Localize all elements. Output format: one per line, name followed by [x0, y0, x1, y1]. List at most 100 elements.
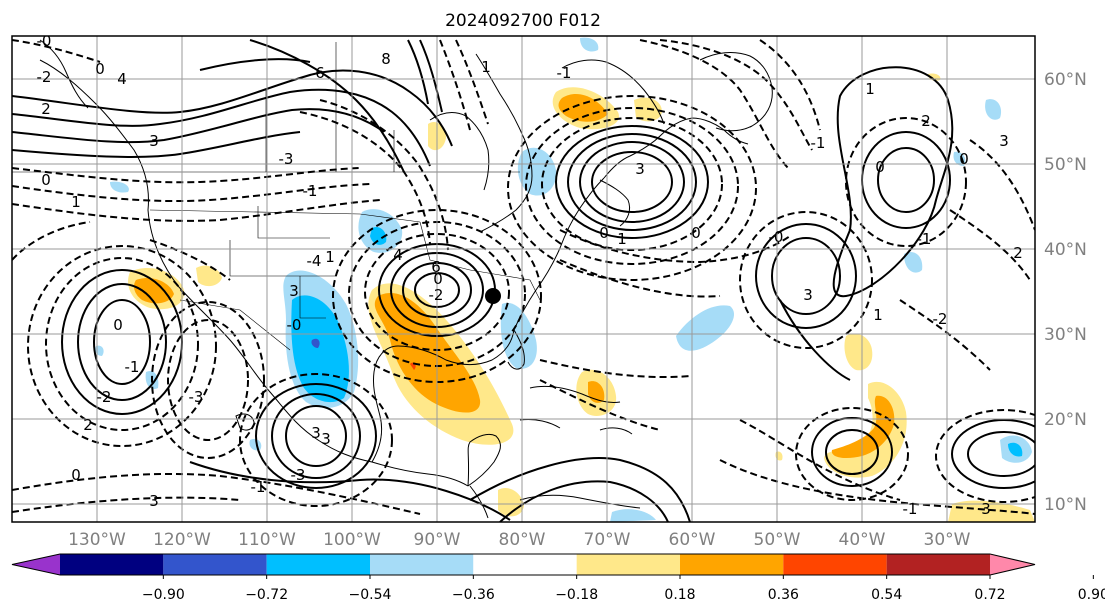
colorbar-tick-label: −0.72: [245, 587, 288, 603]
contour-label: -2: [37, 68, 52, 86]
colorbar-segment: [163, 554, 267, 575]
latitude-label: 60°N: [1044, 70, 1087, 90]
contour-label: 3: [635, 160, 645, 178]
contour-label: -1: [811, 134, 826, 152]
contour-label: 8: [381, 50, 391, 68]
colorbar-tick-label: −0.90: [142, 587, 185, 603]
longitude-label: 70°W: [584, 530, 631, 550]
contour-label: 0: [691, 224, 701, 242]
latitude-axis: 60°N 50°N 40°N 30°N 20°N 10°N: [1044, 70, 1087, 515]
fill-orange-westcoast: [134, 277, 174, 304]
longitude-label: 110°W: [238, 530, 296, 550]
fill-blue-e3: [1008, 442, 1023, 457]
fill-yellow-east1: [844, 333, 873, 371]
longitude-label: 100°W: [323, 530, 381, 550]
contour-label: -2: [933, 310, 948, 328]
longitude-label: 50°W: [754, 530, 801, 550]
contour-label: 3: [289, 282, 299, 300]
colorbar-segment: [680, 554, 784, 575]
latitude-label: 40°N: [1044, 240, 1087, 260]
latitude-label: 10°N: [1044, 495, 1087, 515]
colorbar-tick-label: 0.90: [1078, 587, 1105, 603]
contour-label: 1: [873, 306, 883, 324]
contour-label: 3: [803, 286, 813, 304]
latitude-label: 30°N: [1044, 325, 1087, 345]
latitude-label: 20°N: [1044, 410, 1087, 430]
contour-label: 2: [1013, 244, 1023, 262]
contour-label: -0: [769, 228, 784, 246]
contour-label: 6: [315, 64, 325, 82]
tropical-storm-marker: [485, 288, 501, 304]
contour-label: 1: [71, 193, 81, 211]
fill-midblue-mexico: [311, 338, 320, 348]
contour-label: -1: [125, 358, 140, 376]
longitude-label: 90°W: [414, 530, 461, 550]
colorbar-segment: [60, 554, 164, 575]
colorbar-segment: [886, 554, 990, 575]
contour-label: -3: [291, 466, 306, 484]
fill-yellow-south: [948, 500, 1035, 522]
fill-lightblue-s: [610, 509, 656, 522]
fill-lightblue-ne: [580, 37, 599, 52]
contour-label: -1: [557, 64, 572, 82]
colorbar-extend-high: [990, 554, 1035, 575]
fill-orange-east: [831, 395, 895, 458]
fill-lightblue-hudson: [517, 147, 557, 196]
contour-label: -2: [97, 388, 112, 406]
contour-label: 1: [617, 230, 627, 248]
contour-label: 0: [959, 150, 969, 168]
contour-label: -1: [903, 500, 918, 518]
contour-label: 0: [41, 171, 51, 189]
grid-lines: [12, 36, 1035, 522]
contour-label: 0: [599, 224, 609, 242]
longitude-label: 40°W: [839, 530, 886, 550]
contour-label: 3: [149, 492, 159, 510]
contour-label: -0: [287, 316, 302, 334]
contour-label: -0: [37, 32, 52, 50]
colorbar-tick-label: −0.18: [555, 587, 598, 603]
shaded-fields: [95, 37, 1035, 522]
colorbar-tick-label: 0.72: [974, 587, 1005, 603]
contour-label: 1: [481, 58, 491, 76]
contour-label: 3: [311, 424, 321, 442]
colorbar-segment: [266, 554, 370, 575]
contour-label: 3: [999, 132, 1009, 150]
contour-label: -1: [917, 230, 932, 248]
colorbar-tick-label: 0.18: [664, 587, 695, 603]
colorbar-segment: [370, 554, 474, 575]
contour-label: 2: [41, 100, 51, 118]
longitude-axis: 130°W 120°W 110°W 100°W 90°W 80°W 70°W 60°W 50°W…: [68, 530, 971, 550]
contour-label: 2: [83, 416, 93, 434]
fill-lightblue-na: [110, 181, 129, 193]
contour-label: 0: [875, 158, 885, 176]
map-title: 2024092700 F012: [445, 11, 601, 31]
coastlines: [39, 39, 773, 519]
longitude-label: 30°W: [924, 530, 971, 550]
contour-label: -1: [303, 182, 318, 200]
fill-lightblue-ne2: [985, 99, 1002, 120]
colorbar-tick-label: 0.54: [871, 587, 902, 603]
colorbar-segment: [473, 554, 577, 575]
latitude-label: 50°N: [1044, 155, 1087, 175]
contour-label: -4: [307, 252, 322, 270]
fill-orange-central: [374, 293, 481, 413]
contour-label: 0: [95, 60, 105, 78]
contour-label: 0: [113, 316, 123, 334]
contour-label: 4: [393, 246, 403, 264]
contour-label: 3: [981, 500, 991, 518]
contour-label: 3: [321, 430, 331, 448]
colorbar-segment: [783, 554, 887, 575]
fill-yellow-small1: [498, 487, 524, 517]
colorbar-extend-low: [12, 554, 60, 575]
colorbar-tick-label: 0.36: [768, 587, 799, 603]
fill-lightblue-gulfcoast: [500, 302, 537, 369]
colorbar: −0.90 −0.72 −0.54 −0.36 −0.18 0.18 0.36 0.54 0.7…: [11, 553, 1105, 603]
colorbar-segment: [576, 554, 680, 575]
contour-label: 0: [433, 270, 443, 288]
colorbar-tick-label: −0.36: [452, 587, 495, 603]
contour-label: 1: [865, 80, 875, 98]
contour-label: -2: [429, 286, 444, 304]
